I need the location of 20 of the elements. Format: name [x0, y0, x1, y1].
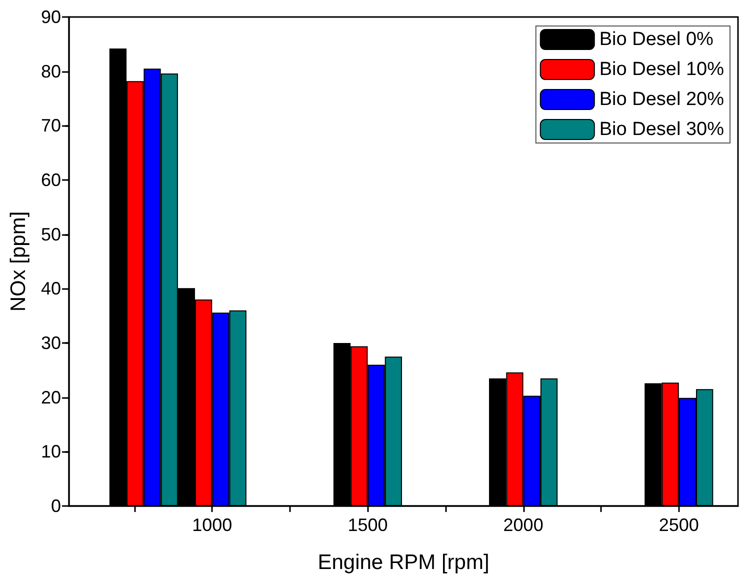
- y-tick-label: 60: [40, 170, 61, 190]
- legend-label: Bio Desel 10%: [599, 59, 724, 80]
- y-tick-label: 90: [40, 7, 61, 27]
- y-tick-label: 0: [50, 496, 61, 516]
- x-tick-label: 2500: [658, 515, 699, 535]
- y-tick-label: 20: [40, 387, 61, 408]
- legend-label: Bio Desel 20%: [599, 89, 724, 110]
- x-tick-label: 1500: [348, 515, 388, 535]
- y-tick-label: 70: [40, 116, 61, 136]
- y-tick-label: 80: [40, 61, 61, 82]
- x-tick-label: 1000: [192, 515, 232, 535]
- y-axis-title: NOx [ppm]: [7, 211, 30, 312]
- legend-label: Bio Desel 0%: [599, 29, 714, 50]
- y-tick-label: 50: [40, 224, 61, 244]
- y-tick-label: 30: [40, 333, 61, 353]
- x-axis-title: Engine RPM [rpm]: [318, 551, 490, 574]
- x-tick-label: 2000: [503, 515, 544, 535]
- y-tick-label: 10: [40, 442, 61, 462]
- legend-label: Bio Desel 30%: [599, 119, 724, 140]
- y-tick-label: 40: [40, 278, 61, 299]
